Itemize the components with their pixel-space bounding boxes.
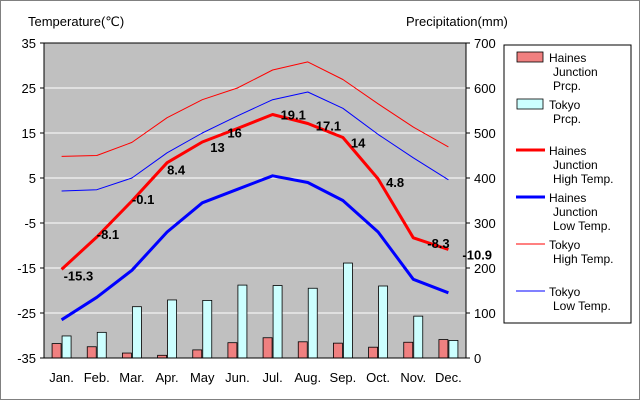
tokyo-prcp-bar: [202, 299, 213, 359]
haines-prcp-legend-label: Prcp.: [553, 79, 581, 93]
precip-tick-label: 600: [474, 81, 496, 96]
haines-prcp-bar: [262, 337, 273, 359]
tokyo-low-line: [61, 91, 449, 192]
haines-prcp-bar: [192, 349, 203, 359]
haines-prcp-bar: [122, 352, 132, 359]
month-tick-label: Aug.: [294, 370, 321, 385]
temp-tick-label: -35: [17, 351, 36, 366]
haines-high-data-label: -8.1: [97, 227, 119, 242]
axes: 35 25 15 5 -5 -15 -25 -35 700 600 500 400 300 200 100 0…: [17, 36, 496, 385]
month-tick-label: Feb.: [84, 370, 110, 385]
tokyo-prcp-legend-swatch: [516, 98, 544, 110]
tokyo-prcp-bar: [96, 331, 107, 359]
month-tick-label: Nov.: [400, 370, 426, 385]
temp-tick-label: -25: [17, 306, 36, 321]
month-tick-label: Sep.: [330, 370, 357, 385]
haines-prcp-bar: [227, 342, 238, 359]
precip-tick-label: 700: [474, 36, 496, 51]
haines-high-data-label: -15.3: [64, 268, 94, 283]
haines-high-line: [60, 113, 449, 271]
precip-tick-label: 500: [474, 126, 496, 141]
temperature-lines: [60, 61, 449, 322]
tokyo-high-legend-label: High Temp.: [553, 252, 613, 266]
legend-box: [503, 44, 632, 324]
month-tick-label: Oct.: [366, 370, 390, 385]
precip-tick-label: 200: [474, 261, 496, 276]
temp-tick-label: 5: [29, 171, 36, 186]
legend: HainesJunctionPrcp.TokyoPrcp.HainesJunct…: [503, 44, 632, 324]
tokyo-prcp-bar: [413, 315, 424, 359]
tokyo-prcp-bar: [132, 306, 142, 359]
month-tick-label: Jun.: [225, 370, 250, 385]
haines-high-data-label: 16: [227, 126, 241, 141]
tokyo-low-legend-label: Low Temp.: [553, 299, 611, 313]
tokyo-prcp-bar: [61, 335, 72, 359]
haines-high-legend-label: Junction: [553, 158, 598, 172]
plot-area: [44, 43, 466, 358]
haines-high-data-label: 13: [210, 140, 224, 155]
haines-high-data-label: 19.1: [281, 108, 306, 123]
tokyo-low-legend-label: Tokyo: [549, 285, 581, 299]
tokyo-prcp-bar: [378, 285, 388, 359]
haines-high-data-label: -10.9: [462, 248, 492, 263]
haines-prcp-bar: [438, 339, 449, 359]
haines-prcp-legend-swatch: [516, 51, 544, 63]
month-tick-label: Jul.: [262, 370, 282, 385]
temp-tick-label: -15: [17, 261, 36, 276]
tokyo-prcp-legend-label: Prcp.: [553, 112, 581, 126]
right-axis-title: Precipitation(mm): [406, 14, 508, 29]
haines-high-data-label: 17.1: [316, 119, 341, 134]
tokyo-prcp-bar: [448, 340, 459, 359]
tokyo-prcp-legend-label: Tokyo: [549, 98, 581, 112]
precip-tick-label: 300: [474, 216, 496, 231]
haines-high-data-label: -0.1: [132, 192, 154, 207]
temp-tick-label: -5: [24, 216, 36, 231]
precip-tick-label: 100: [474, 306, 496, 321]
haines-prcp-bar: [86, 346, 97, 359]
temp-tick-label: 35: [22, 36, 36, 51]
haines-high-data-label: 14: [351, 136, 366, 151]
haines-prcp-bar: [297, 341, 308, 359]
haines-prcp-bar: [333, 342, 343, 359]
temp-tick-label: 25: [22, 81, 36, 96]
tokyo-high-line: [61, 61, 449, 157]
haines-low-line: [60, 174, 449, 322]
haines-prcp-legend-label: Junction: [553, 65, 598, 79]
haines-prcp-bar: [51, 343, 62, 359]
haines-low-legend-label: Haines: [549, 191, 586, 205]
tokyo-prcp-bar: [167, 299, 177, 359]
month-tick-label: Dec.: [435, 370, 462, 385]
tokyo-prcp-bar: [343, 262, 353, 359]
temp-tick-label: 15: [22, 126, 36, 141]
haines-high-legend-label: Haines: [549, 144, 586, 158]
haines-prcp-bar: [368, 346, 378, 359]
left-axis-title: Temperature(℃): [28, 14, 124, 29]
month-tick-label: Jan.: [49, 370, 74, 385]
tokyo-high-legend-label: Tokyo: [549, 238, 581, 252]
haines-high-legend-label: High Temp.: [553, 172, 613, 186]
haines-high-data-label: -8.3: [427, 236, 449, 251]
precip-tick-label: 400: [474, 171, 496, 186]
haines-high-data-label: 4.8: [386, 175, 404, 190]
month-tick-label: Mar.: [119, 370, 144, 385]
haines-low-legend-label: Low Temp.: [553, 219, 611, 233]
haines-high-data-label: 8.4: [167, 163, 186, 178]
precip-tick-label: 0: [474, 351, 481, 366]
month-tick-label: Apr.: [156, 370, 179, 385]
haines-prcp-legend-label: Haines: [549, 51, 586, 65]
haines-low-legend-label: Junction: [553, 205, 598, 219]
tokyo-prcp-bar: [237, 284, 248, 359]
haines-prcp-bar: [403, 341, 414, 359]
month-tick-label: May: [190, 370, 215, 385]
tokyo-prcp-bar: [272, 285, 283, 359]
tokyo-prcp-bar: [307, 287, 318, 359]
